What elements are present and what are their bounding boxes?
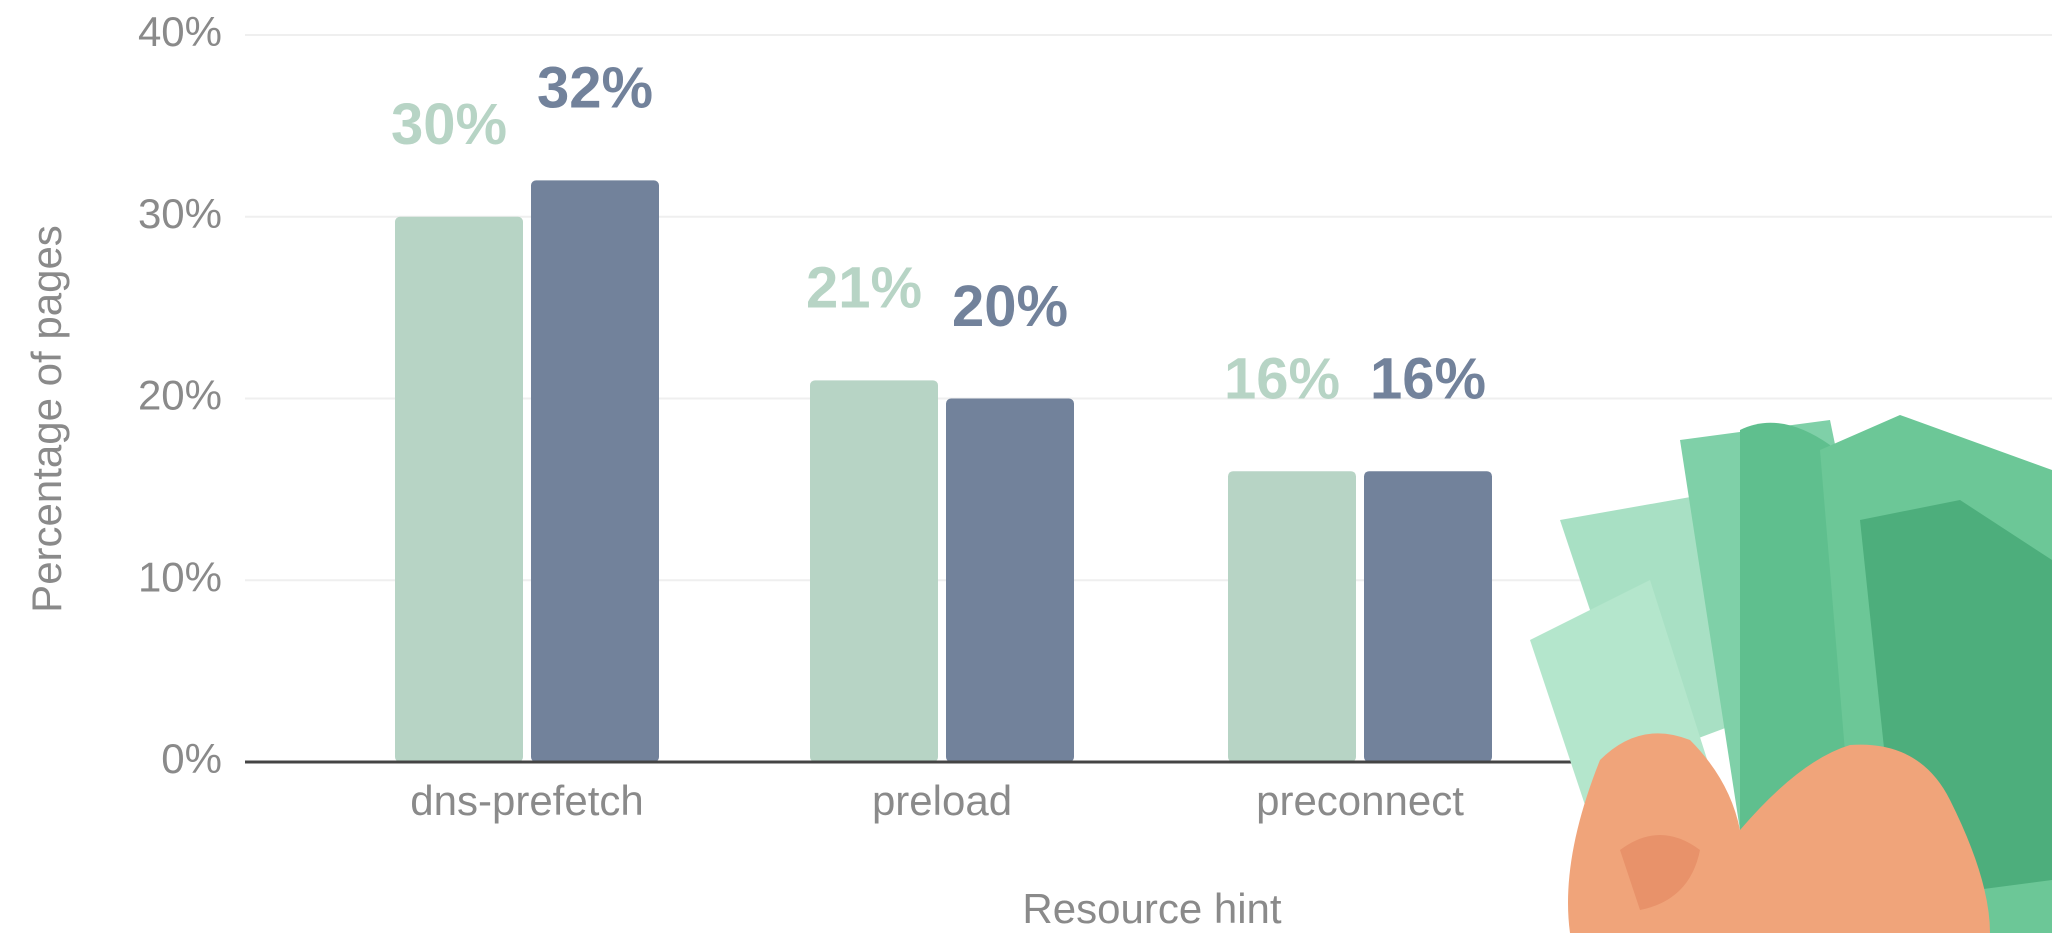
y-tick-label: 30%: [138, 190, 222, 237]
bar: [1364, 471, 1492, 762]
bar: [1228, 471, 1356, 762]
bar: [395, 216, 523, 762]
bar: [531, 180, 659, 762]
value-label: 16%: [1370, 347, 1486, 412]
value-label: 32%: [537, 56, 653, 121]
y-tick-label: 0%: [161, 735, 222, 782]
value-label: 20%: [952, 274, 1068, 339]
money-illustration: [1530, 415, 2052, 933]
x-tick-label: dns-prefetch: [410, 777, 643, 824]
y-tick-label: 10%: [138, 553, 222, 600]
x-axis-title: Resource hint: [1022, 885, 1281, 932]
value-label: 21%: [806, 256, 922, 321]
y-axis-title: Percentage of pages: [23, 225, 70, 613]
x-tick-label: preload: [872, 777, 1012, 824]
bar: [946, 398, 1074, 762]
y-tick-label: 20%: [138, 372, 222, 419]
y-tick-label: 40%: [138, 8, 222, 55]
plot: 0% 10% 20% 30% 40% dns-prefetch 30% 32% preload 2…: [138, 8, 2052, 824]
value-label: 16%: [1224, 347, 1340, 412]
bar: [810, 380, 938, 762]
x-tick-label: preconnect: [1256, 777, 1464, 824]
value-label: 30%: [391, 92, 507, 157]
finger: [1620, 835, 1700, 910]
